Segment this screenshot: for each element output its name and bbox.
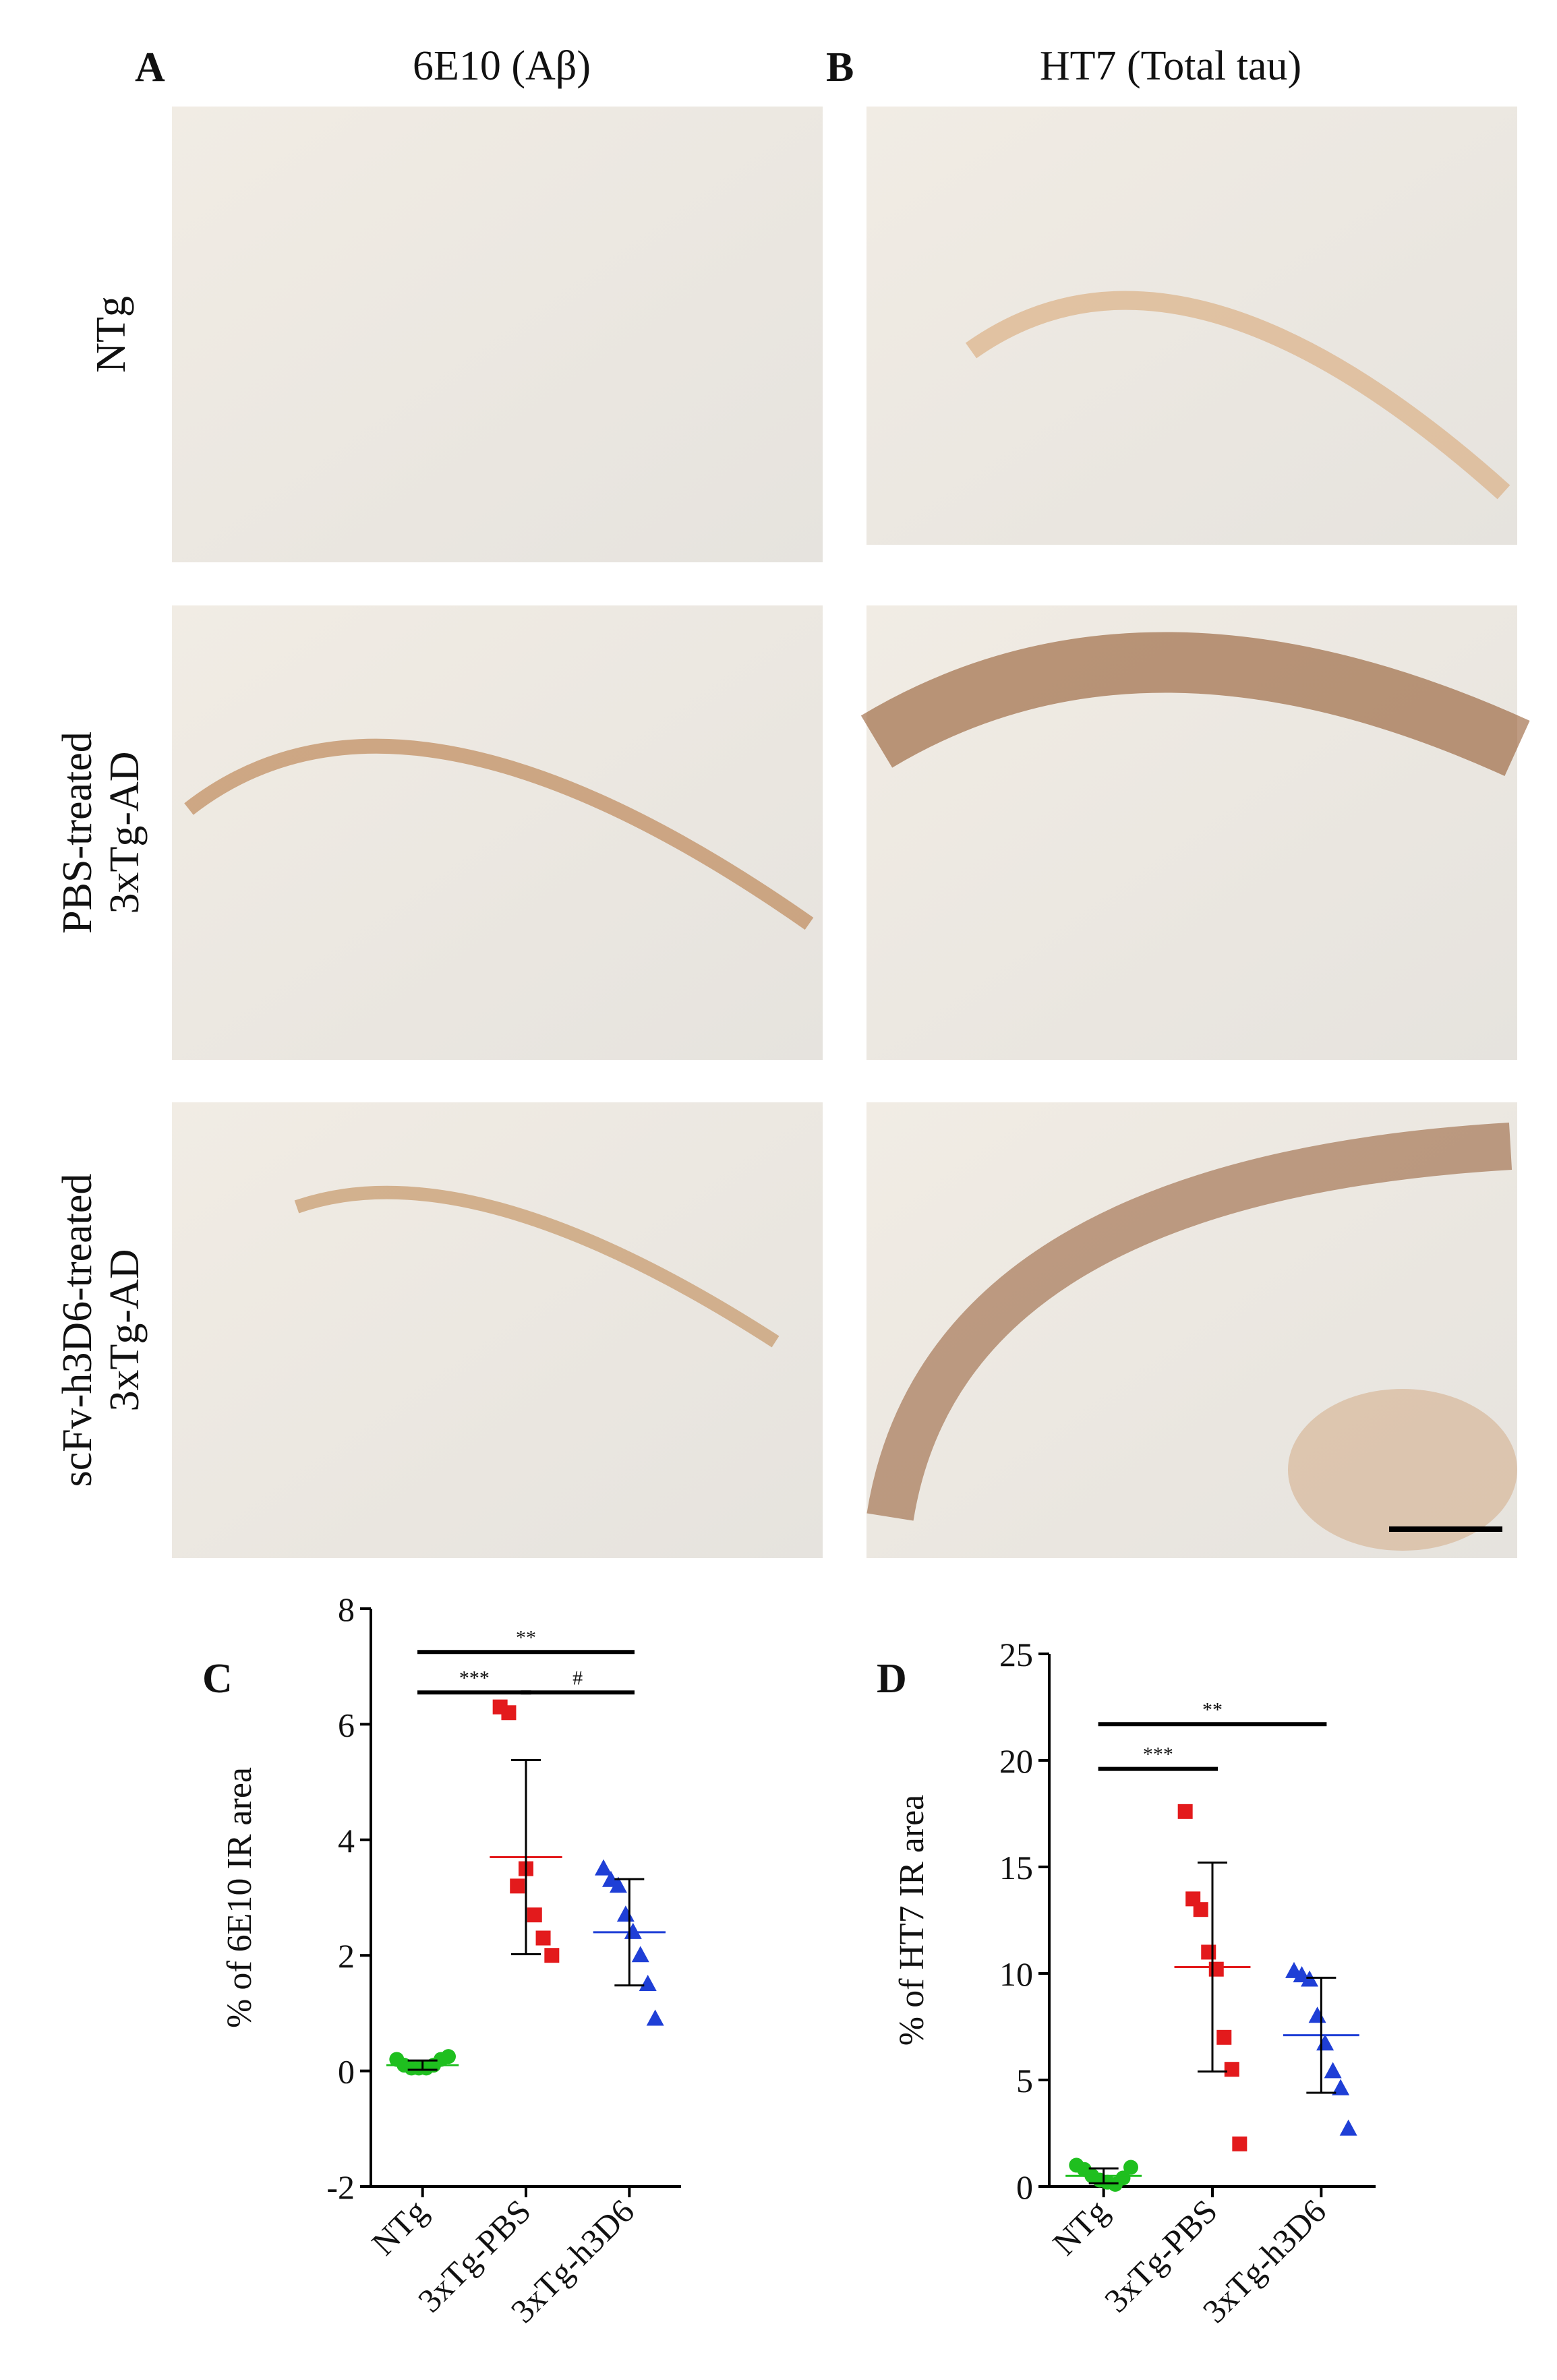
data-point [1316,2034,1334,2051]
data-point [527,1907,542,1923]
data-point [1216,2029,1232,2045]
y-axis-title: % of HT7 IR area [893,1795,931,2046]
y-tick-label: 0 [1016,2168,1033,2206]
data-point [646,2009,664,2026]
data-point [441,2049,456,2064]
y-tick-label: 6 [338,1706,355,1744]
data-point [1332,2079,1350,2095]
stain [866,1123,1512,1521]
stain [294,1185,780,1348]
micrographs [172,107,1530,1558]
data-point [595,1859,612,1876]
data-point [1232,2136,1247,2151]
data-point [544,1948,560,1963]
stain [1288,1389,1517,1551]
stain [965,291,1510,500]
data-point [1224,2062,1239,2077]
y-tick-label: 20 [999,1742,1033,1780]
micrograph [172,107,823,562]
panel-letter: B [826,44,854,90]
y-tick-label: -2 [326,2168,355,2206]
data-point [1115,2170,1131,2186]
data-point [1177,1804,1193,1819]
row-label: 3xTg-AD [102,1249,148,1411]
data-point [609,1876,627,1893]
column-title: 6E10 (Aβ) [413,43,591,89]
data-point [1339,2119,1357,2136]
panel-letter: D [877,1656,907,1702]
data-point [624,1922,642,1939]
stain [184,738,814,930]
y-tick-label: 15 [999,1849,1033,1886]
y-tick-label: 2 [338,1937,355,1975]
row-label: 3xTg-AD [102,751,148,914]
y-tick-label: 5 [1016,2062,1033,2100]
significance-label: ** [1202,1698,1223,1721]
data-point [1201,1944,1216,1960]
data-point [616,1905,635,1922]
data-point [1208,1961,1224,1977]
row-label: NTg [88,296,134,373]
data-point [501,1705,517,1721]
y-tick-label: 25 [999,1636,1033,1673]
row-label: PBS-treated [55,732,100,934]
data-point [1193,1902,1208,1917]
data-point [535,1930,551,1946]
data-point [639,1975,657,1992]
data-point [1123,2160,1138,2175]
y-tick-label: 8 [338,1590,355,1628]
micrograph [866,107,1517,545]
y-tick-label: 0 [338,2053,355,2091]
significance-label: *** [1143,1744,1173,1766]
significance-label: ** [516,1626,536,1648]
y-tick-label: 4 [338,1822,355,1860]
significance-label: # [572,1667,583,1689]
column-title: HT7 (Total tau) [1040,43,1301,89]
micrograph [172,605,823,1060]
y-axis-title: % of 6E10 IR area [221,1767,259,2028]
significance-label: *** [459,1667,490,1689]
data-point [1324,2062,1342,2079]
x-tick-label: NTg [364,2192,434,2262]
y-tick-label: 10 [999,1955,1033,1993]
data-point [631,1946,649,1963]
panel-letter: C [202,1656,233,1702]
data-point [1308,2006,1326,2023]
panel-letter: A [135,44,165,90]
data-point [510,1878,525,1894]
x-tick-label: NTg [1045,2192,1115,2262]
micrograph [172,1102,823,1558]
stain [860,632,1530,776]
row-label: scFv-h3D6-treated [55,1174,100,1487]
